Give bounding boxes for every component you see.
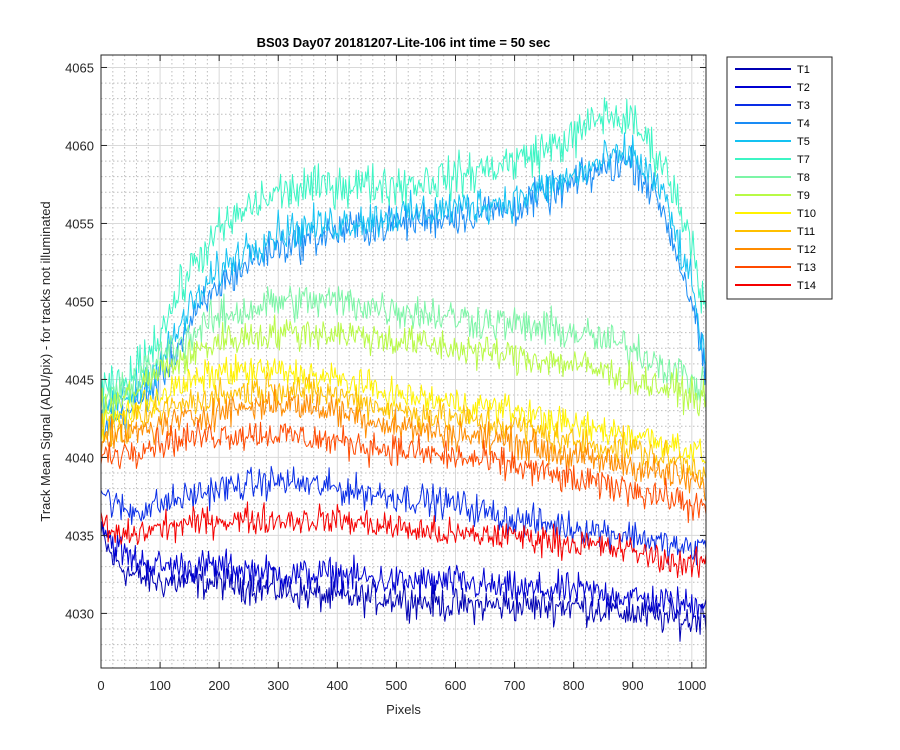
- series-line-t4: [100, 145, 707, 438]
- x-tick-label: 600: [445, 678, 467, 693]
- x-tick-label: 100: [149, 678, 171, 693]
- legend-label-t13: T13: [797, 262, 816, 274]
- legend-label-t1: T1: [797, 64, 810, 76]
- y-tick-labels: 4030 4035 4040 4045 4050 4055 4060 4065: [65, 60, 94, 621]
- x-tick-label: 700: [504, 678, 526, 693]
- series-line-t8: [100, 285, 707, 411]
- x-tick-label: 400: [326, 678, 348, 693]
- series-line-t11: [100, 372, 707, 486]
- series-line-t2: [100, 521, 707, 620]
- legend-label-t8: T8: [797, 172, 810, 184]
- y-tick-label: 4040: [65, 450, 94, 465]
- axes-box: [100, 54, 707, 669]
- series-line-t9: [100, 314, 707, 425]
- series-line-t12: [100, 384, 707, 502]
- legend-label-t3: T3: [797, 100, 810, 112]
- x-tick-label: 0: [97, 678, 104, 693]
- y-tick-label: 4060: [65, 138, 94, 153]
- legend-label-t2: T2: [797, 82, 810, 94]
- legend-label-t4: T4: [797, 118, 810, 130]
- y-tick-label: 4035: [65, 528, 94, 543]
- series-line-t7: [100, 97, 707, 405]
- y-tick-label: 4050: [65, 294, 94, 309]
- series-line-t5: [100, 132, 707, 421]
- x-tick-label: 300: [267, 678, 289, 693]
- axes-background: [101, 55, 706, 668]
- y-tick-label: 4065: [65, 60, 94, 75]
- chart-title: BS03 Day07 20181207-Lite-106 int time = …: [257, 35, 551, 50]
- legend-label-t12: T12: [797, 244, 816, 256]
- legend-label-t9: T9: [797, 190, 810, 202]
- series-line-t3: [100, 465, 707, 566]
- legend-label-t11: T11: [797, 226, 815, 238]
- y-tick-label: 4030: [65, 606, 94, 621]
- legend: T1 T2 T3 T4 T5 T7 T8 T9 T10 T11 T12 T13 T14: [726, 56, 833, 300]
- legend-label-t10: T10: [797, 208, 816, 220]
- series-line-t1: [100, 523, 707, 642]
- x-tick-label: 800: [563, 678, 585, 693]
- y-axis-label: Track Mean Signal (ADU/pix) - for tracks…: [38, 201, 53, 521]
- series-line-t13: [100, 419, 707, 524]
- legend-label-t14: T14: [797, 280, 816, 292]
- legend-label-t5: T5: [797, 136, 810, 148]
- legend-label-t7: T7: [797, 154, 810, 166]
- x-axis-label: Pixels: [386, 702, 421, 717]
- plot-area: [100, 54, 707, 669]
- y-tick-label: 4055: [65, 216, 94, 231]
- series-line-t14: [100, 501, 707, 579]
- series-lines: [100, 97, 707, 642]
- y-tick-label: 4045: [65, 372, 94, 387]
- x-tick-label: 1000: [677, 678, 706, 693]
- tick-marks: [100, 55, 706, 668]
- x-tick-label: 500: [386, 678, 408, 693]
- x-tick-label: 200: [208, 678, 230, 693]
- x-tick-labels: 0 100 200 300 400 500 600 700 800 900 1000: [97, 678, 706, 693]
- series-line-t10: [100, 353, 707, 464]
- x-tick-label: 900: [622, 678, 644, 693]
